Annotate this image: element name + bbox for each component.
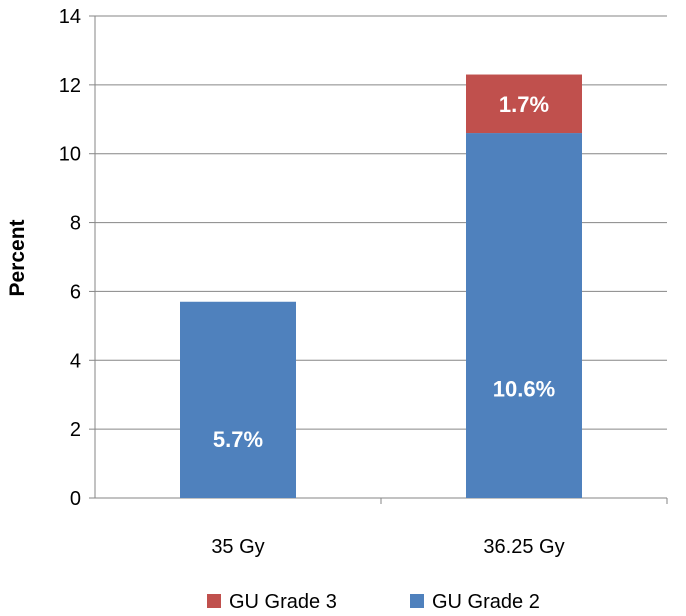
data-label: 10.6% (493, 377, 555, 402)
x-category-label: 35 Gy (211, 536, 264, 558)
legend-label: GU Grade 2 (432, 591, 540, 613)
y-tick-label: 6 (70, 281, 81, 303)
y-tick-label: 8 (70, 213, 81, 235)
x-category-label: 36.25 Gy (483, 536, 564, 558)
legend-swatch (410, 594, 424, 608)
y-tick-label: 4 (70, 350, 81, 372)
y-tick-label: 0 (70, 488, 81, 510)
y-tick-label: 2 (70, 419, 81, 441)
legend-swatch (207, 594, 221, 608)
data-labels: 5.7% 10.6% 1.7% (213, 92, 555, 452)
bar-gu-grade-2 (180, 301, 296, 498)
legend: GU Grade 3 GU Grade 2 (207, 591, 540, 613)
data-label: 5.7% (213, 427, 263, 452)
bars (180, 74, 582, 499)
y-tick-label: 12 (59, 75, 81, 97)
data-label: 1.7% (499, 92, 549, 117)
legend-label: GU Grade 3 (229, 591, 337, 613)
y-axis-title: Percent (6, 219, 29, 296)
y-tick-label: 14 (59, 6, 81, 28)
tick-labels: 0 2 4 6 8 10 12 14 35 Gy 36.25 Gy (59, 6, 565, 558)
bar-gu-grade-3 (466, 74, 582, 134)
y-tick-label: 10 (59, 144, 81, 166)
bar-gu-grade-2 (466, 133, 582, 499)
